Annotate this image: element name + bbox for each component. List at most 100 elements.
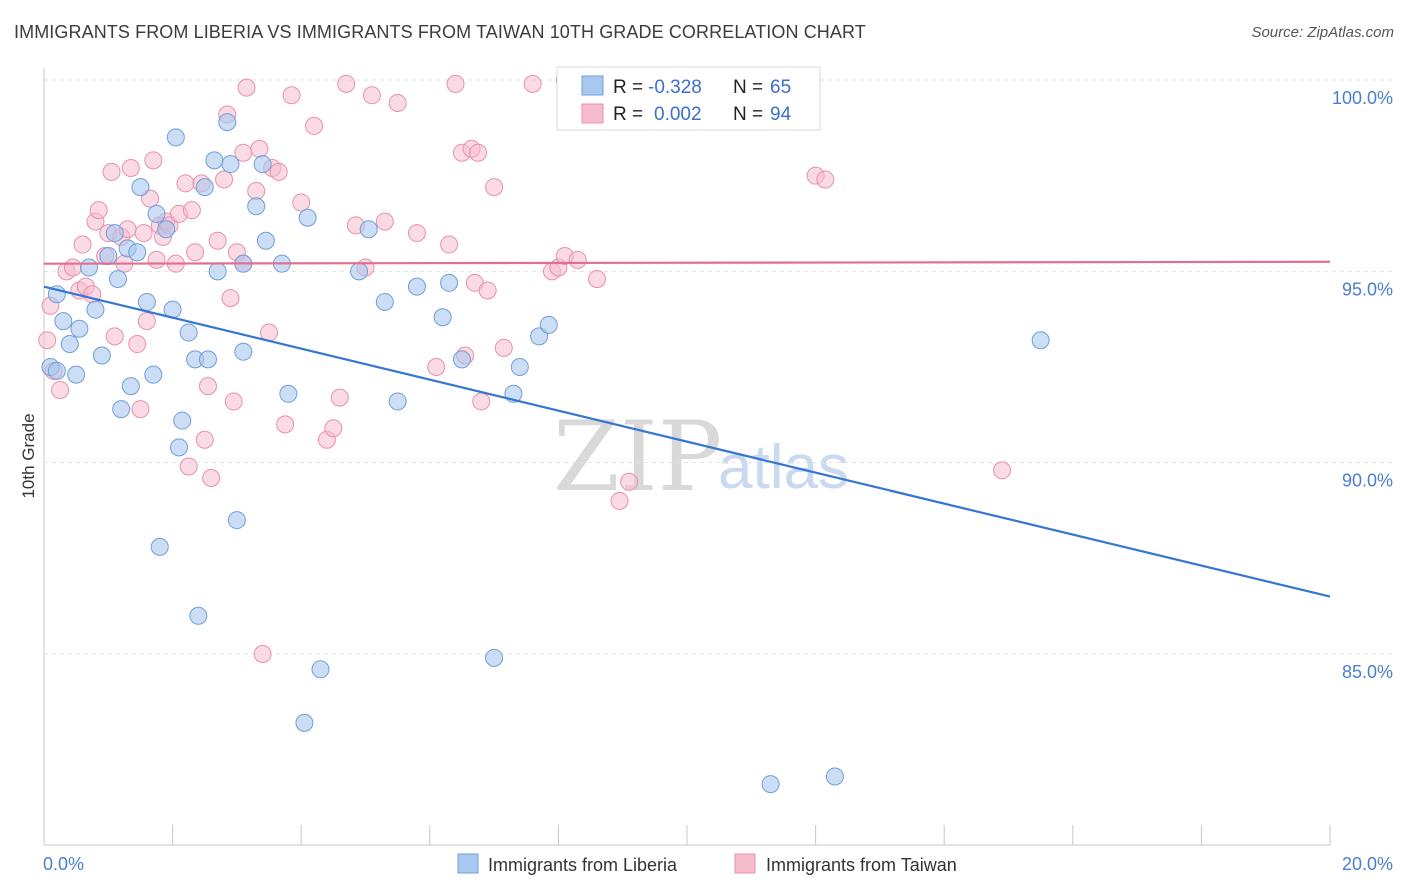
liberia-data-point — [157, 220, 176, 239]
taiwan-data-point — [362, 86, 381, 105]
y-tick-label: 100.0% — [1332, 88, 1393, 108]
trend-lines — [43, 260, 1331, 598]
taiwan-data-point — [253, 645, 272, 663]
liberia-data-point — [208, 262, 227, 281]
taiwan-data-point — [324, 419, 343, 438]
taiwan-data-point — [250, 139, 269, 158]
taiwan-data-point — [478, 281, 497, 300]
taiwan-data-point — [620, 472, 639, 491]
taiwan-data-point — [247, 181, 266, 200]
liberia-n-label: N = — [733, 77, 763, 98]
taiwan-data-point — [427, 358, 446, 376]
liberia-data-point — [47, 361, 66, 380]
liberia-data-point — [295, 713, 314, 732]
taiwan-data-point — [198, 377, 217, 396]
taiwan-data-point — [292, 193, 311, 212]
liberia-data-point — [359, 220, 378, 239]
legend: Immigrants from Liberia Immigrants from … — [457, 853, 957, 875]
liberia-r-value: -0.328 — [648, 77, 702, 98]
liberia-data-point — [144, 365, 163, 384]
taiwan-data-point — [282, 86, 301, 105]
taiwan-data-point — [568, 250, 587, 269]
liberia-data-point — [189, 606, 208, 625]
legend-taiwan-swatch — [734, 853, 756, 874]
taiwan-data-point — [38, 331, 57, 350]
liberia-data-point — [121, 377, 140, 396]
taiwan-data-point — [63, 258, 82, 277]
taiwan-data-point — [215, 170, 234, 189]
taiwan-data-point — [182, 201, 201, 220]
liberia-data-point — [67, 365, 86, 384]
x-tick-label: 0.0% — [43, 854, 84, 874]
taiwan-data-point — [141, 189, 160, 208]
y-tick-label: 85.0% — [1342, 662, 1393, 682]
taiwan-swatch — [581, 103, 604, 124]
liberia-data-point — [1031, 331, 1050, 350]
taiwan-data-point — [440, 235, 459, 254]
taiwan-data-point — [610, 491, 629, 510]
taiwan-data-point — [276, 415, 295, 434]
liberia-data-point — [173, 411, 192, 430]
liberia-trend-line — [43, 285, 1331, 598]
liberia-data-point — [256, 231, 275, 250]
liberia-data-point — [60, 335, 79, 354]
liberia-data-point — [147, 204, 166, 223]
taiwan-n-label: N = — [733, 104, 763, 125]
liberia-data-point — [485, 648, 504, 667]
liberia-swatch — [581, 75, 604, 96]
liberia-r-label: R = — [613, 77, 643, 98]
liberia-data-point — [108, 269, 127, 288]
taiwan-data-point — [179, 457, 198, 476]
taiwan-data-point — [137, 312, 156, 331]
liberia-data-point — [375, 292, 394, 311]
taiwan-n-value: 94 — [770, 104, 792, 125]
taiwan-data-point — [176, 174, 195, 193]
liberia-data-point — [440, 273, 459, 292]
taiwan-data-point — [224, 392, 243, 411]
liberia-data-point — [195, 178, 214, 197]
liberia-data-point — [221, 155, 240, 174]
taiwan-data-point — [472, 392, 491, 411]
taiwan-data-point — [131, 400, 150, 419]
taiwan-data-point — [269, 162, 288, 181]
taiwan-data-point — [128, 335, 147, 354]
legend-liberia-label: Immigrants from Liberia — [488, 855, 678, 875]
taiwan-data-point — [446, 74, 465, 93]
liberia-data-point — [80, 258, 99, 277]
liberia-data-point — [112, 400, 131, 419]
taiwan-data-point — [221, 289, 240, 308]
taiwan-r-label: R = — [613, 104, 643, 125]
tick-labels: 100.0% 95.0% 90.0% 85.0% 0.0% 20.0% — [43, 88, 1393, 874]
liberia-data-point — [198, 350, 217, 369]
taiwan-data-point — [388, 93, 407, 112]
taiwan-data-point — [816, 170, 835, 189]
taiwan-data-point — [105, 327, 124, 346]
taiwan-data-point — [407, 224, 426, 243]
x-tick-label: 20.0% — [1342, 854, 1393, 874]
liberia-data-point — [279, 384, 298, 403]
taiwan-data-point — [147, 250, 166, 269]
taiwan-data-point — [337, 74, 356, 93]
liberia-data-point — [311, 660, 330, 679]
liberia-data-point — [128, 243, 147, 262]
liberia-data-point — [86, 300, 105, 319]
taiwan-data-point — [195, 430, 214, 449]
chart-source: Source: ZipAtlas.com — [1251, 24, 1394, 41]
liberia-data-point — [350, 262, 369, 281]
liberia-n-value: 65 — [770, 77, 791, 98]
liberia-data-point — [253, 155, 272, 174]
taiwan-data-point — [144, 151, 163, 170]
legend-taiwan-label: Immigrants from Taiwan — [766, 855, 957, 875]
chart-title: IMMIGRANTS FROM LIBERIA VS IMMIGRANTS FR… — [14, 22, 866, 42]
series-liberia-points — [41, 71, 1050, 794]
liberia-data-point — [530, 327, 549, 346]
taiwan-data-point — [121, 159, 140, 178]
taiwan-data-point — [469, 143, 488, 162]
grid-lines — [44, 79, 1392, 655]
liberia-data-point — [388, 392, 407, 411]
liberia-data-point — [170, 438, 189, 457]
legend-liberia-swatch — [457, 853, 479, 874]
taiwan-data-point — [237, 78, 256, 97]
liberia-data-point — [92, 346, 111, 365]
